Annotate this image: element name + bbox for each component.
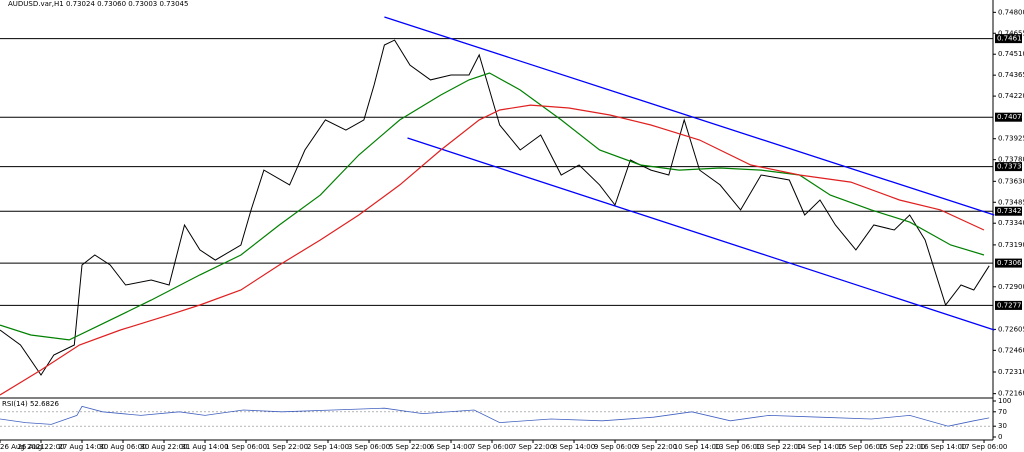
y-tick-label: 70 [998, 408, 1007, 416]
trendline [384, 16, 995, 216]
level-label: 0.74618 [997, 35, 1024, 43]
x-tick-label: 14 Sep 14:00 [797, 443, 844, 451]
level-label: 0.72771 [997, 301, 1024, 309]
moving-average [0, 72, 985, 341]
x-tick-label: 7 Sep 06:00 [471, 443, 513, 451]
x-tick-label: 6 Sep 14:00 [430, 443, 472, 451]
y-tick-label: 0.74365 [998, 71, 1024, 79]
y-tick-label: 0.74655 [998, 29, 1024, 37]
x-tick-label: 31 Aug 14:00 [181, 443, 228, 451]
level-label: 0.73423 [997, 207, 1024, 215]
level-label: 0.74074 [997, 113, 1024, 121]
x-tick-label: 5 Sep 22:00 [389, 443, 431, 451]
x-tick-label: 7 Sep 22:00 [512, 443, 554, 451]
y-tick-label: 0.72605 [998, 325, 1024, 333]
x-tick-label: 15 Sep 22:00 [879, 443, 926, 451]
y-tick-label: 100 [998, 397, 1011, 405]
trendline [407, 137, 995, 331]
level-label-box [995, 258, 1022, 268]
y-tick-label: 0.73925 [998, 135, 1024, 143]
price-line [0, 39, 990, 376]
x-tick-label: 15 Sep 06:00 [838, 443, 885, 451]
x-tick-label: 3 Sep 06:00 [348, 443, 390, 451]
level-label-box [995, 162, 1022, 172]
y-tick-label: 0.73485 [998, 198, 1024, 206]
x-tick-label: 26 Aug 22:00 [17, 443, 64, 451]
level-label: 0.73064 [997, 259, 1024, 267]
x-tick-label: 17 Sep 06:00 [961, 443, 1008, 451]
x-tick-label: 30 Aug 22:00 [140, 443, 187, 451]
x-tick-label: 10 Sep 14:00 [674, 443, 721, 451]
x-tick-label: 1 Sep 06:00 [225, 443, 267, 451]
level-label-box [995, 34, 1022, 44]
x-tick-label: 27 Aug 14:00 [58, 443, 105, 451]
x-tick-label: 13 Sep 22:00 [756, 443, 803, 451]
level-label-box [995, 206, 1022, 216]
x-tick-label: 26 Aug 2021 [0, 443, 45, 451]
level-label-box [995, 300, 1022, 310]
x-tick-label: 16 Sep 14:00 [920, 443, 967, 451]
x-tick-label: 8 Sep 14:00 [553, 443, 595, 451]
x-tick-label: 9 Sep 06:00 [594, 443, 636, 451]
x-tick-label: 2 Sep 14:00 [307, 443, 349, 451]
x-tick-label: 1 Sep 22:00 [266, 443, 308, 451]
y-tick-label: 0 [998, 433, 1002, 441]
level-label-box [995, 112, 1022, 122]
x-tick-label: 9 Sep 22:00 [635, 443, 677, 451]
chart-title: AUDUSD.var,H1 0.73024 0.73060 0.73003 0.… [8, 0, 188, 8]
moving-average [0, 104, 985, 396]
rsi-title: RSI(14) 52.6826 [2, 400, 59, 408]
x-tick-label: 13 Sep 06:00 [715, 443, 762, 451]
rsi-line [0, 405, 990, 427]
y-tick-label: 30 [998, 422, 1007, 430]
x-tick-label: 30 Aug 06:00 [99, 443, 146, 451]
level-label: 0.73732 [997, 163, 1024, 171]
